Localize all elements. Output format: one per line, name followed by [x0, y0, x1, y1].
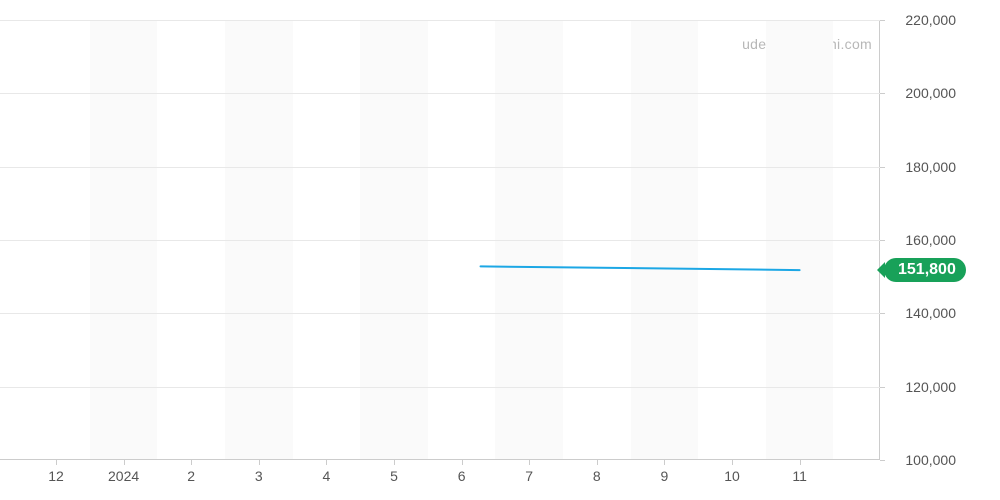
y-gridline [0, 313, 880, 314]
x-tick-mark [394, 460, 395, 465]
current-value-text: 151,800 [898, 261, 956, 278]
y-tick-label: 120,000 [905, 379, 956, 395]
y-gridline [0, 240, 880, 241]
plot-area: 122024234567891011 100,000120,000140,000… [0, 20, 880, 460]
x-axis-line [0, 459, 880, 460]
x-tick-label: 6 [458, 468, 466, 484]
y-tick-label: 220,000 [905, 12, 956, 28]
x-tick-label: 11 [792, 468, 807, 484]
price-chart: udedokeitoushi.com 122024234567891011 10… [0, 0, 1000, 500]
x-tick-label: 2024 [108, 468, 139, 484]
x-tick-mark [56, 460, 57, 465]
y-gridline [0, 387, 880, 388]
y-tick-mark [880, 20, 885, 21]
x-tick-mark [326, 460, 327, 465]
x-tick-label: 2 [187, 468, 195, 484]
y-tick-mark [880, 460, 885, 461]
x-tick-mark [800, 460, 801, 465]
y-tick-label: 160,000 [905, 232, 956, 248]
y-tick-mark [880, 167, 885, 168]
x-tick-label: 5 [390, 468, 398, 484]
y-tick-mark [880, 387, 885, 388]
x-tick-mark [664, 460, 665, 465]
x-tick-mark [529, 460, 530, 465]
x-tick-mark [124, 460, 125, 465]
y-tick-label: 100,000 [905, 452, 956, 468]
x-tick-label: 12 [48, 468, 64, 484]
y-gridline [0, 20, 880, 21]
y-tick-label: 180,000 [905, 159, 956, 175]
x-tick-label: 7 [525, 468, 533, 484]
x-tick-mark [732, 460, 733, 465]
x-tick-label: 9 [660, 468, 668, 484]
current-value-badge: 151,800 [884, 258, 966, 282]
x-tick-mark [462, 460, 463, 465]
y-tick-mark [880, 93, 885, 94]
y-tick-label: 200,000 [905, 85, 956, 101]
x-tick-label: 8 [593, 468, 601, 484]
x-tick-label: 3 [255, 468, 263, 484]
y-tick-mark [880, 313, 885, 314]
y-tick-mark [880, 240, 885, 241]
x-tick-label: 10 [724, 468, 740, 484]
x-tick-label: 4 [322, 468, 330, 484]
x-tick-mark [597, 460, 598, 465]
y-tick-label: 140,000 [905, 305, 956, 321]
x-tick-mark [191, 460, 192, 465]
y-gridline [0, 167, 880, 168]
x-tick-mark [259, 460, 260, 465]
y-gridline [0, 93, 880, 94]
